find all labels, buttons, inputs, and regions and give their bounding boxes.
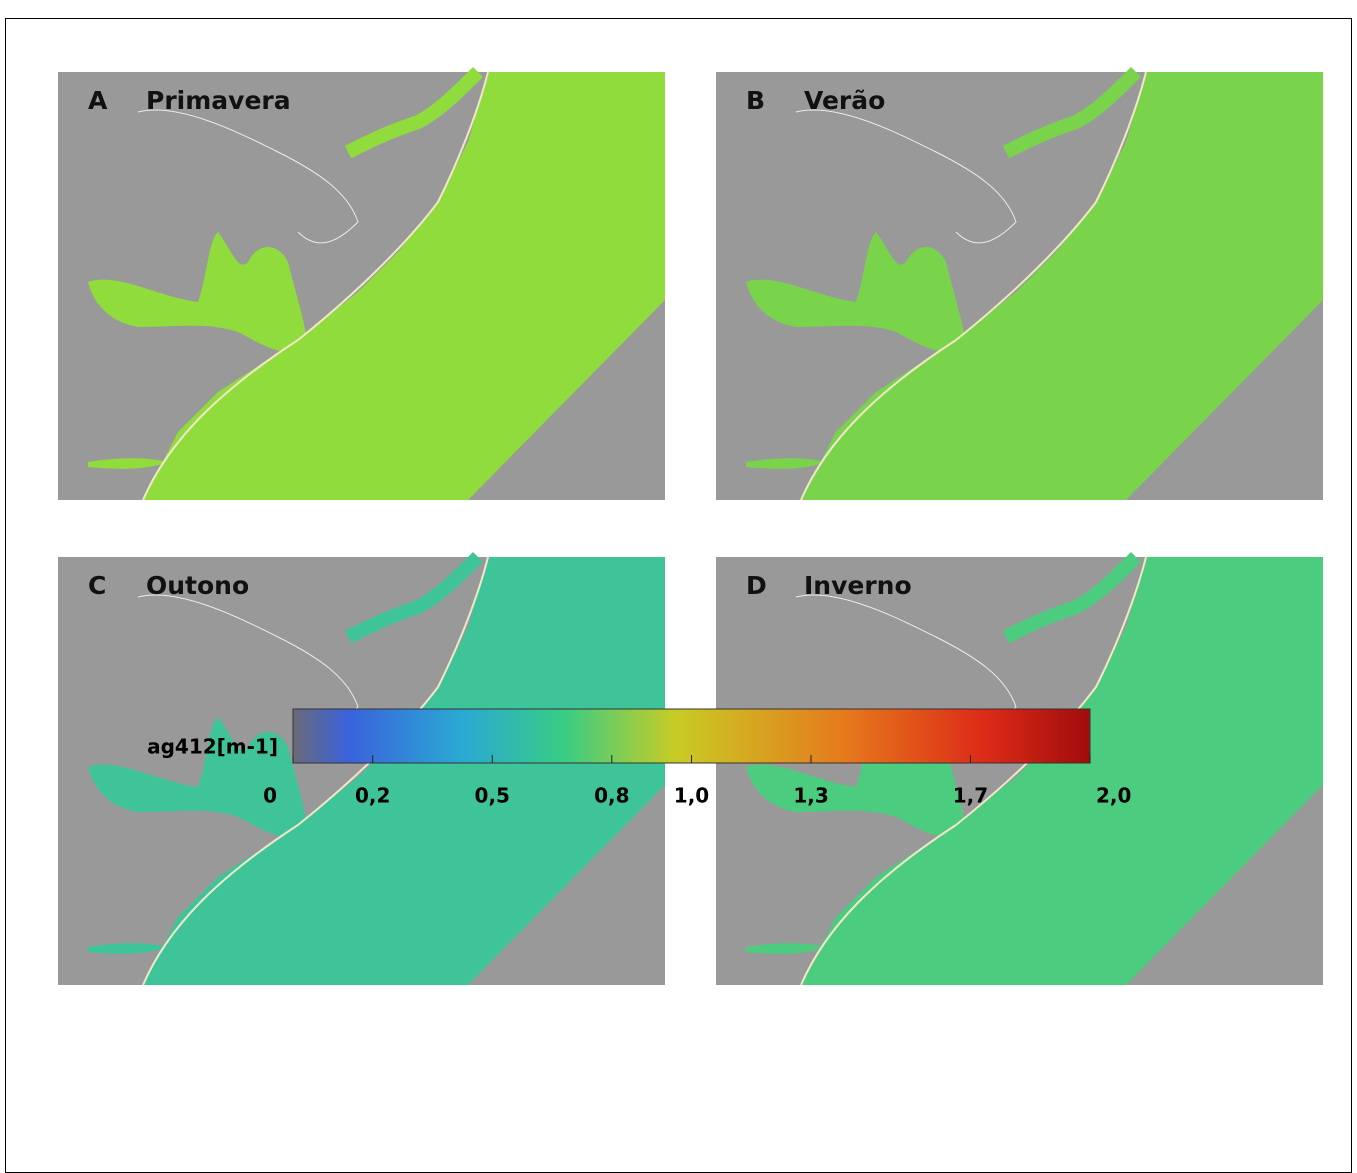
colorbar-tick-label: 1,3 (793, 784, 828, 808)
colorbar-tick-label: 0,5 (475, 784, 510, 808)
panel-season: Outono (146, 571, 249, 600)
map-image (716, 72, 1323, 500)
panel-letter: D (746, 571, 767, 600)
panel-season: Primavera (146, 86, 291, 115)
map-panel: B Verão (716, 72, 1323, 500)
map-image (716, 557, 1323, 985)
panel-season: Verão (804, 86, 885, 115)
colorbar-tick-label: 1,0 (674, 784, 709, 808)
map-panel: A Primavera (58, 72, 665, 500)
colorbar-label: ag412[m-1] (147, 735, 278, 759)
colorbar-tick-label: 2,0 (1096, 784, 1131, 808)
map-panel: D Inverno (716, 557, 1323, 985)
panel-season: Inverno (804, 571, 912, 600)
panel-letter: A (88, 86, 108, 115)
panel-letter: C (88, 571, 106, 600)
figure: A Primavera B Verão C Outono D Inverno ag412[m-1… (0, 0, 1357, 1173)
colorbar-tick-label: 0,2 (355, 784, 390, 808)
colorbar (293, 709, 1090, 763)
map-image (58, 557, 665, 985)
panel-letter: B (746, 86, 765, 115)
colorbar-tick-label: 1,7 (953, 784, 988, 808)
colorbar-tick-label: 0,8 (594, 784, 629, 808)
colorbar-tick-label: 0 (263, 784, 277, 808)
map-panel: C Outono (58, 557, 665, 985)
map-image (58, 72, 665, 500)
